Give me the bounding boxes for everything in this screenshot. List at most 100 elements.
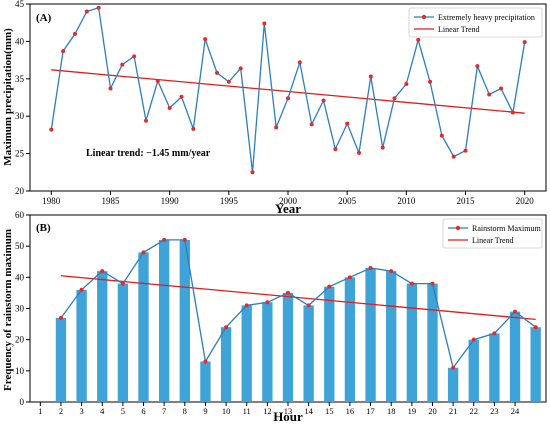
panel-b-data-point bbox=[182, 237, 187, 242]
panel-a-data-point bbox=[120, 62, 125, 67]
panel-a-trend-line bbox=[51, 69, 525, 114]
panel-b-bar bbox=[344, 277, 356, 402]
panel-b-bar bbox=[55, 317, 67, 402]
panel-b-data-point bbox=[224, 325, 229, 330]
panel-b-x-tick-label: 20 bbox=[428, 406, 437, 416]
panel-b-x-tick-label: 1 bbox=[38, 406, 42, 416]
panel-a-label: (A) bbox=[36, 12, 52, 24]
panel-a-y-tick-label: 45 bbox=[15, 0, 25, 9]
panel-a-data-point bbox=[416, 37, 421, 42]
panel-b-data-point bbox=[492, 331, 497, 336]
panel-a-data-point bbox=[179, 94, 184, 99]
panel-b-y-tick-label: 50 bbox=[15, 241, 25, 251]
panel-a-data-point bbox=[191, 126, 196, 131]
panel-a-ticks: 1980 1985 1990 1995 2000 2005 2010 2015 20202025… bbox=[15, 0, 534, 206]
panel-b-y-axis-label: Frequency of rainstorm maximum bbox=[2, 229, 14, 391]
panel-a-x-tick-label: 1995 bbox=[220, 196, 239, 206]
panel-b-series-line bbox=[60, 239, 537, 370]
panel-b-data-point bbox=[513, 309, 518, 314]
panel-b-data-point bbox=[141, 250, 146, 255]
panel-b-bar bbox=[200, 361, 211, 402]
panel-b-x-tick-label: 2 bbox=[59, 406, 63, 416]
panel-b-bars bbox=[55, 239, 541, 402]
panel-b-legend-series-label: Rainstorm Maximum bbox=[472, 224, 541, 233]
panel-a-x-tick-label: 2005 bbox=[338, 196, 357, 206]
panel-a: (A) 1980 1985 1990 1995 2000 2005 2010 2015 2020… bbox=[2, 0, 547, 216]
panel-a-legend-trend-label: Linear Trend bbox=[438, 25, 480, 34]
panel-b-bar bbox=[76, 289, 87, 402]
panel-b-data-point bbox=[347, 275, 352, 280]
panel-b-data-point bbox=[79, 287, 84, 292]
panel-b-bar bbox=[241, 305, 252, 402]
panel-b-bar bbox=[489, 333, 500, 402]
panel-a-data-point bbox=[61, 49, 66, 54]
panel-b-data-point bbox=[368, 265, 373, 270]
panel-a-data-point bbox=[463, 148, 468, 153]
panel-b-x-tick-label: 15 bbox=[325, 406, 334, 416]
panel-a-data-point bbox=[167, 105, 172, 110]
panel-b-data-point bbox=[244, 303, 249, 308]
panel-b-x-tick-label: 11 bbox=[243, 406, 251, 416]
panel-b-markers bbox=[58, 237, 538, 370]
panel-b-data-point bbox=[286, 290, 290, 295]
panel-b-bar bbox=[138, 252, 149, 402]
panel-a-data-point bbox=[309, 122, 314, 127]
panel-a-data-point bbox=[132, 54, 137, 59]
panel-b-y-tick-label: 10 bbox=[15, 366, 25, 376]
panel-a-data-point bbox=[439, 133, 444, 138]
panel-b-data-point bbox=[100, 269, 105, 274]
panel-a-data-point bbox=[203, 37, 208, 42]
panel-b-y-tick-label: 40 bbox=[15, 272, 25, 282]
panel-a-data-point bbox=[96, 5, 101, 10]
panel-a-y-tick-label: 35 bbox=[15, 74, 25, 84]
panel-a-data-point bbox=[226, 79, 231, 84]
panel-a-data-point bbox=[286, 96, 290, 101]
panel-a-markers bbox=[49, 5, 527, 175]
panel-a-data-point bbox=[475, 64, 480, 69]
panel-b-x-tick-label: 12 bbox=[263, 406, 272, 416]
panel-a-trend-annotation: Linear trend: −1.45 mm/year bbox=[86, 148, 211, 159]
panel-b-data-point bbox=[265, 300, 270, 305]
panel-b-x-tick-label: 14 bbox=[304, 406, 313, 416]
panel-a-data-point bbox=[84, 9, 89, 14]
panel-a-data-point bbox=[297, 60, 302, 65]
panel-a-y-tick-label: 25 bbox=[15, 149, 25, 159]
panel-b-x-tick-label: 7 bbox=[162, 406, 166, 416]
panel-a-x-axis-label: Year bbox=[275, 201, 301, 216]
panel-b-bar bbox=[406, 283, 417, 402]
panel-b-data-point bbox=[203, 359, 208, 364]
panel-a-data-point bbox=[262, 21, 267, 26]
panel-a-y-tick-label: 30 bbox=[15, 111, 25, 121]
panel-b-y-tick-label: 60 bbox=[15, 210, 25, 220]
panel-b-x-tick-label: 13 bbox=[284, 406, 293, 416]
panel-a-x-tick-label: 1980 bbox=[42, 196, 61, 206]
panel-b-series bbox=[60, 239, 537, 370]
panel-b-bar bbox=[117, 283, 129, 402]
panel-b-data-point bbox=[471, 337, 476, 342]
panel-b-x-tick-label: 18 bbox=[387, 406, 396, 416]
panel-b-legend-trend-label: Linear Trend bbox=[472, 236, 514, 245]
panel-b-trend bbox=[60, 275, 536, 321]
panel-b-bar bbox=[509, 311, 521, 402]
panel-a-data-point bbox=[214, 70, 219, 75]
panel-b-y-tick-label: 0 bbox=[20, 397, 25, 407]
panel-b-bar bbox=[447, 367, 459, 402]
panel-a-data-point bbox=[321, 98, 326, 103]
panel-a-trend bbox=[51, 69, 525, 114]
panel-b-bar bbox=[159, 239, 170, 402]
panel-a-y-axis-label: Maximum precipitation(mm) bbox=[2, 28, 14, 166]
panel-b-x-tick-label: 10 bbox=[222, 406, 231, 416]
panel-a-data-point bbox=[357, 150, 362, 155]
panel-b-bar bbox=[220, 327, 232, 402]
panel-b-data-point bbox=[327, 284, 332, 289]
panel-b-x-tick-label: 5 bbox=[121, 406, 125, 416]
panel-b-bar bbox=[386, 271, 397, 402]
panel-b-data-point bbox=[451, 365, 456, 370]
panel-b-x-tick-label: 8 bbox=[183, 406, 187, 416]
panel-b-data-point bbox=[409, 281, 414, 286]
panel-b-x-tick-label: 4 bbox=[100, 406, 105, 416]
panel-a-x-tick-label: 2010 bbox=[397, 196, 416, 206]
panel-b-ticks: 1 2 3 4 5 6 7 8 9 10 11 12 13 14 15 16 17 18 19 20 21 22 23 240… bbox=[15, 210, 520, 416]
panel-b-x-tick-label: 21 bbox=[449, 406, 458, 416]
